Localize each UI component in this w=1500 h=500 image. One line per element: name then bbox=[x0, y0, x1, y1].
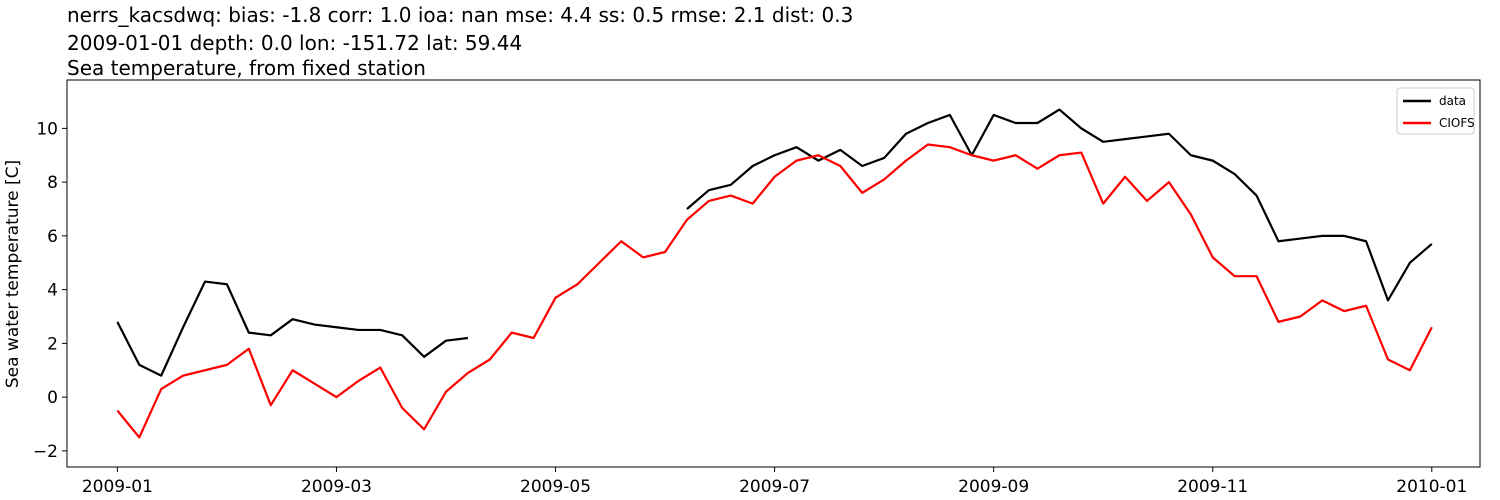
y-tick-label: −2 bbox=[33, 442, 58, 462]
legend-label: data bbox=[1439, 94, 1466, 108]
legend-label: CIOFS bbox=[1439, 116, 1475, 130]
y-tick-label: 2 bbox=[47, 334, 58, 354]
y-axis-label: Sea water temperature [C] bbox=[3, 160, 23, 388]
data-line bbox=[116, 280, 469, 377]
x-tick-label: 2009-03 bbox=[301, 477, 372, 497]
y-tick-label: 8 bbox=[47, 173, 58, 193]
data-line bbox=[686, 108, 1433, 302]
x-tick-label: 2009-11 bbox=[1177, 477, 1248, 497]
title-line: 2009-01-01 depth: 0.0 lon: -151.72 lat: … bbox=[67, 31, 522, 55]
x-tick-label: 2009-05 bbox=[520, 477, 591, 497]
data-line bbox=[116, 143, 1433, 439]
title-line: Sea temperature, from fixed station bbox=[67, 56, 426, 80]
title-line: nerrs_kacsdwq: bias: -1.8 corr: 1.0 ioa:… bbox=[67, 3, 853, 27]
y-tick-label: 4 bbox=[47, 281, 58, 301]
x-tick-label: 2009-07 bbox=[739, 477, 810, 497]
y-tick-label: 6 bbox=[47, 227, 58, 247]
y-tick-label: 0 bbox=[47, 388, 58, 408]
legend: data CIOFS bbox=[1396, 87, 1475, 135]
plot-frame bbox=[66, 79, 1481, 468]
x-tick-label: 2010-01 bbox=[1396, 477, 1467, 497]
y-tick-label: 10 bbox=[36, 119, 58, 139]
x-tick-label: 2009-09 bbox=[958, 477, 1029, 497]
x-tick-label: 2009-01 bbox=[82, 477, 153, 497]
